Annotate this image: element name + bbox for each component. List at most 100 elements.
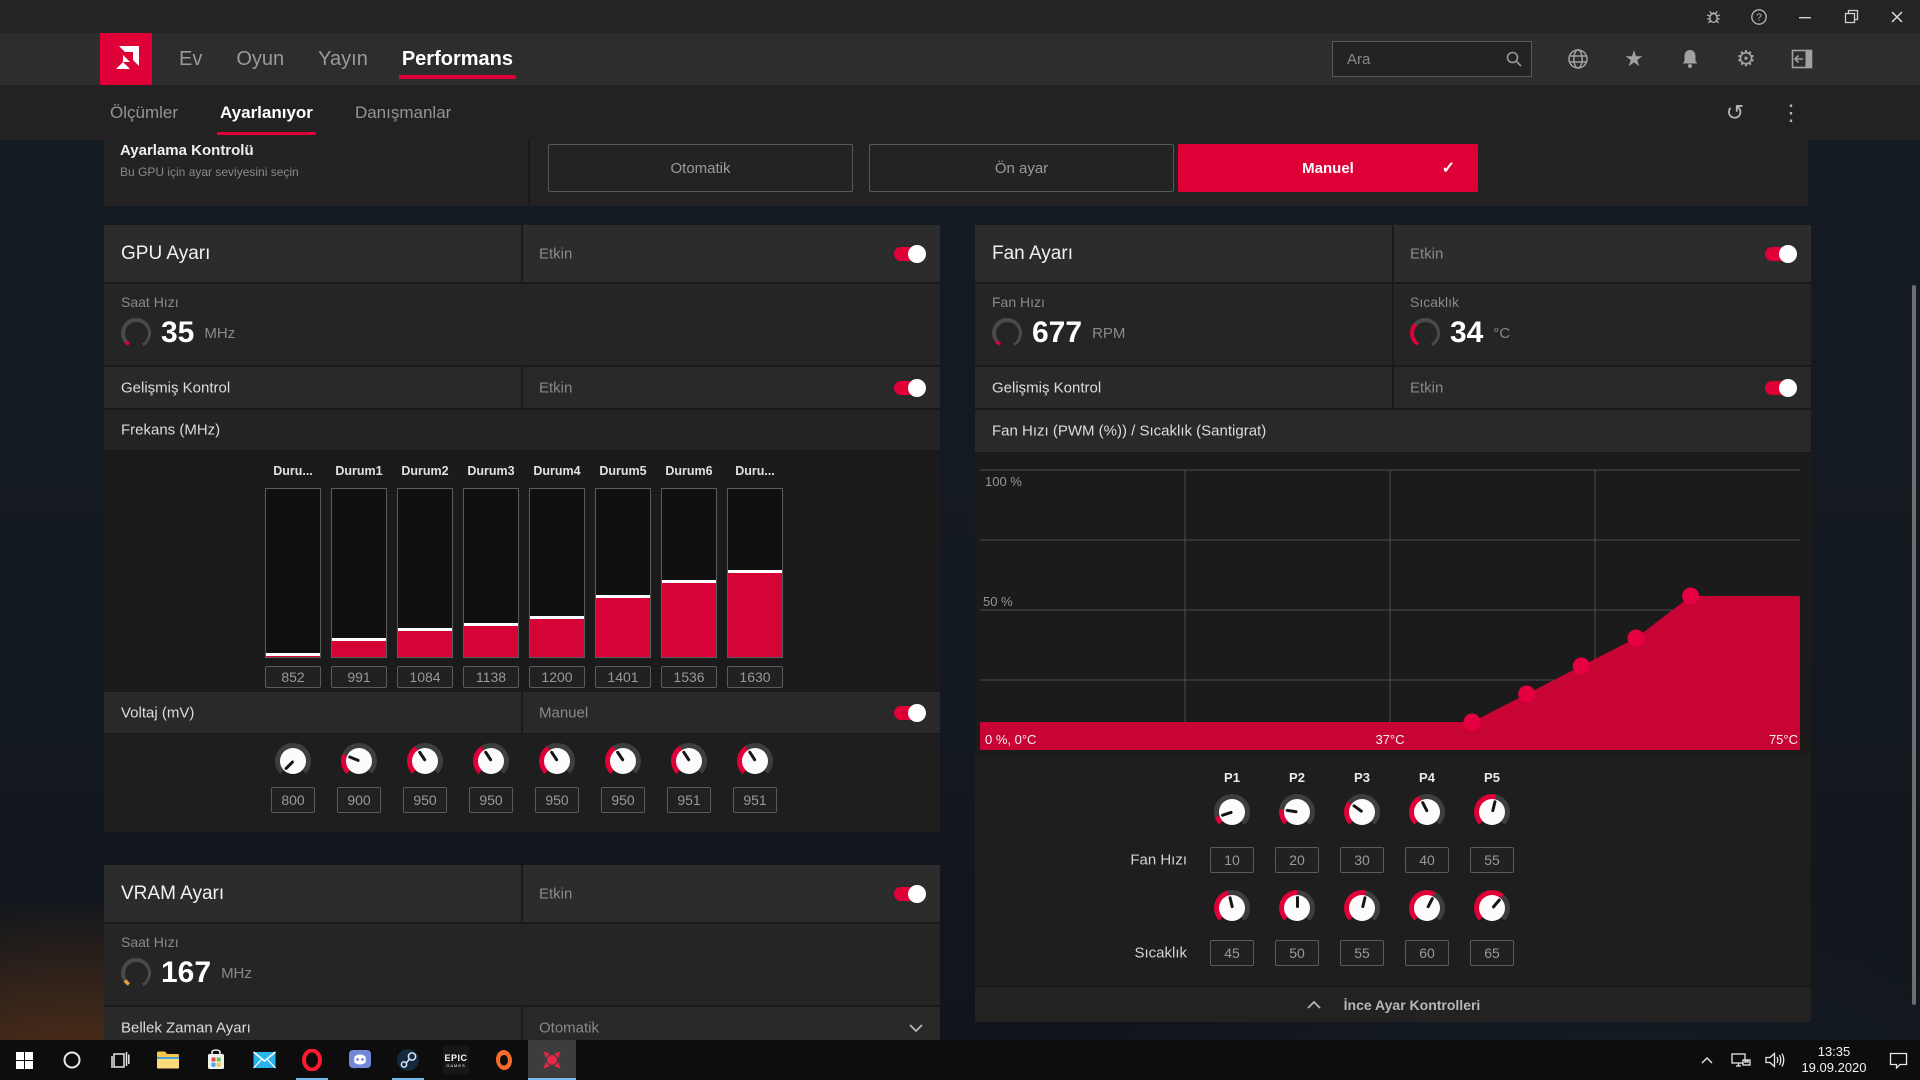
fan-speed-value-box[interactable]: 10 xyxy=(1210,847,1254,873)
radeon-software-icon[interactable] xyxy=(528,1040,576,1080)
frequency-state-bar[interactable] xyxy=(397,488,453,658)
frequency-value-box[interactable]: 852 xyxy=(265,666,321,688)
start-button[interactable] xyxy=(0,1040,48,1080)
help-icon[interactable]: ? xyxy=(1736,0,1782,33)
voltage-value-box[interactable]: 951 xyxy=(667,787,711,813)
fan-speed-value-box[interactable]: 30 xyxy=(1340,847,1384,873)
frequency-bar-handle[interactable] xyxy=(728,570,782,573)
voltage-knob[interactable] xyxy=(671,743,707,779)
frequency-state-bar[interactable] xyxy=(661,488,717,658)
gear-icon[interactable]: ⚙ xyxy=(1736,46,1756,71)
temperature-value-box[interactable]: 55 xyxy=(1340,940,1384,966)
frequency-value-box[interactable]: 1138 xyxy=(463,666,519,688)
tray-expand-icon[interactable] xyxy=(1690,1040,1724,1080)
fan-speed-knob[interactable] xyxy=(1344,794,1380,830)
frequency-bar-handle[interactable] xyxy=(530,616,584,619)
temperature-knob[interactable] xyxy=(1474,890,1510,926)
menu-yayin[interactable]: Yayın xyxy=(318,47,368,70)
voltage-knob[interactable] xyxy=(407,743,443,779)
tab-ayarlaniyor[interactable]: Ayarlanıyor xyxy=(199,85,334,140)
fan-speed-knob[interactable] xyxy=(1214,794,1250,830)
frequency-bar-handle[interactable] xyxy=(662,580,716,583)
search-input[interactable] xyxy=(1345,49,1505,69)
frequency-bar-handle[interactable] xyxy=(596,595,650,598)
minimize-button[interactable] xyxy=(1782,0,1828,33)
temperature-value-box[interactable]: 60 xyxy=(1405,940,1449,966)
volume-icon[interactable] xyxy=(1758,1040,1792,1080)
star-icon[interactable]: ★ xyxy=(1624,46,1644,71)
menu-oyun[interactable]: Oyun xyxy=(236,47,285,70)
menu-ev[interactable]: Ev xyxy=(179,47,203,70)
fan-curve-point[interactable] xyxy=(1682,587,1700,605)
tab-olcumler[interactable]: Ölçümler xyxy=(110,102,179,122)
vram-enabled-toggle[interactable] xyxy=(894,884,926,903)
voltage-value-box[interactable]: 950 xyxy=(535,787,579,813)
fan-curve-point[interactable] xyxy=(1463,713,1481,731)
reset-icon[interactable]: ↺ xyxy=(1725,99,1745,125)
task-view-icon[interactable] xyxy=(96,1040,144,1080)
discord-icon[interactable] xyxy=(336,1040,384,1080)
fan-curve-point[interactable] xyxy=(1572,657,1590,675)
temperature-value-box[interactable]: 45 xyxy=(1210,940,1254,966)
steam-icon[interactable] xyxy=(384,1040,432,1080)
frequency-value-box[interactable]: 1536 xyxy=(661,666,717,688)
voltage-knob[interactable] xyxy=(275,743,311,779)
voltage-value-box[interactable]: 900 xyxy=(337,787,381,813)
file-explorer-icon[interactable] xyxy=(144,1040,192,1080)
voltage-value-box[interactable]: 950 xyxy=(601,787,645,813)
voltage-value-box[interactable]: 951 xyxy=(733,787,777,813)
menu-performans[interactable]: Performans xyxy=(385,33,530,85)
tab-danismanlar[interactable]: Danışmanlar xyxy=(354,102,452,122)
temperature-knob[interactable] xyxy=(1214,890,1250,926)
opera-icon[interactable] xyxy=(288,1040,336,1080)
bug-report-icon[interactable] xyxy=(1690,0,1736,33)
frequency-state-bar[interactable] xyxy=(463,488,519,658)
frequency-state-bar[interactable] xyxy=(265,488,321,658)
epic-games-icon[interactable]: EPIC GAMES xyxy=(432,1040,480,1080)
fan-speed-knob[interactable] xyxy=(1409,794,1445,830)
gpu-enabled-toggle[interactable] xyxy=(894,244,926,263)
search-box[interactable] xyxy=(1332,41,1532,77)
gpu-advanced-toggle[interactable] xyxy=(894,378,926,397)
frequency-value-box[interactable]: 1630 xyxy=(727,666,783,688)
fan-curve-chart[interactable]: 100 % 50 % 0 %, 0°C 37°C 75°C xyxy=(975,454,1811,752)
frequency-bar-handle[interactable] xyxy=(332,638,386,641)
fan-enabled-toggle[interactable] xyxy=(1765,244,1797,263)
temperature-value-box[interactable]: 65 xyxy=(1470,940,1514,966)
tuning-option-otomatik[interactable]: Otomatik xyxy=(548,144,853,192)
origin-icon[interactable] xyxy=(480,1040,528,1080)
frequency-bar-handle[interactable] xyxy=(398,628,452,631)
frequency-value-box[interactable]: 991 xyxy=(331,666,387,688)
mail-icon[interactable] xyxy=(240,1040,288,1080)
frequency-value-box[interactable]: 1401 xyxy=(595,666,651,688)
fan-advanced-toggle[interactable] xyxy=(1765,378,1797,397)
voltage-knob[interactable] xyxy=(737,743,773,779)
voltage-knob[interactable] xyxy=(473,743,509,779)
frequency-value-box[interactable]: 1200 xyxy=(529,666,585,688)
frequency-state-bar[interactable] xyxy=(331,488,387,658)
more-options-icon[interactable]: ⋮ xyxy=(1780,99,1802,125)
temperature-knob[interactable] xyxy=(1279,890,1315,926)
voltage-knob[interactable] xyxy=(539,743,575,779)
action-center-icon[interactable] xyxy=(1876,1040,1920,1080)
temperature-knob[interactable] xyxy=(1409,890,1445,926)
store-icon[interactable] xyxy=(192,1040,240,1080)
fine-tuning-footer[interactable]: İnce Ayar Kontrolleri xyxy=(975,987,1811,1022)
scrollbar[interactable] xyxy=(1912,285,1916,1005)
fan-speed-knob[interactable] xyxy=(1474,794,1510,830)
temperature-knob[interactable] xyxy=(1344,890,1380,926)
maximize-button[interactable] xyxy=(1828,0,1874,33)
tuning-option-manuel[interactable]: Manuel ✓ xyxy=(1178,144,1478,192)
close-button[interactable] xyxy=(1874,0,1920,33)
voltage-value-box[interactable]: 950 xyxy=(469,787,513,813)
frequency-state-bar[interactable] xyxy=(727,488,783,658)
network-icon[interactable] xyxy=(1724,1040,1758,1080)
voltage-knob[interactable] xyxy=(605,743,641,779)
frequency-state-bar[interactable] xyxy=(529,488,585,658)
fan-curve-point[interactable] xyxy=(1518,685,1536,703)
fan-speed-value-box[interactable]: 20 xyxy=(1275,847,1319,873)
amd-logo[interactable] xyxy=(100,33,152,85)
frequency-bar-handle[interactable] xyxy=(464,623,518,626)
tuning-option-on-ayar[interactable]: Ön ayar xyxy=(869,144,1174,192)
frequency-value-box[interactable]: 1084 xyxy=(397,666,453,688)
